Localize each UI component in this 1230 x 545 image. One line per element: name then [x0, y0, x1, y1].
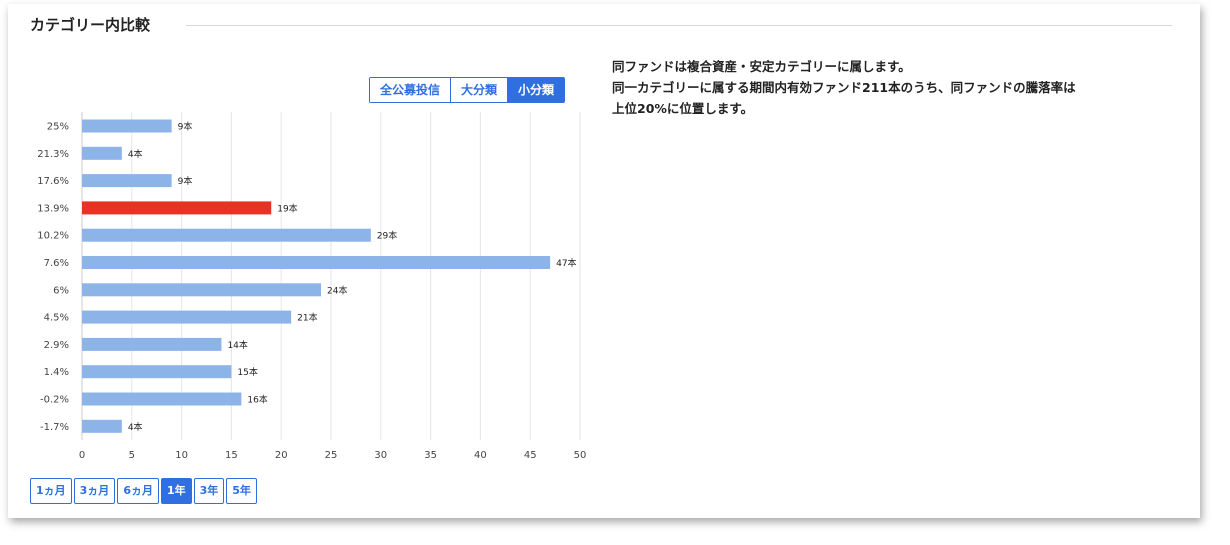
description-line-2: 同一カテゴリーに属する期間内有効ファンド211本のうち、同ファンドの騰落率は: [612, 80, 1076, 95]
data-label: 21本: [297, 312, 317, 324]
x-tick-label: 15: [225, 450, 238, 461]
y-tick-label: -1.7%: [40, 422, 69, 433]
y-tick-label: -0.2%: [40, 395, 69, 406]
x-tick-label: 10: [175, 450, 188, 461]
bar: [82, 228, 371, 242]
bar: [82, 174, 172, 188]
data-label: 4本: [128, 421, 143, 433]
bar-highlight: [82, 201, 272, 215]
bar: [82, 119, 172, 133]
y-tick-label: 4.5%: [44, 313, 69, 324]
period-5y-button[interactable]: 5年: [226, 478, 257, 504]
category-description: 同ファンドは複合資産・安定カテゴリーに属します。 同一カテゴリーに属する期間内有…: [612, 56, 1192, 119]
x-tick-label: 5: [129, 450, 135, 461]
bar: [82, 392, 242, 406]
x-tick-label: 40: [474, 450, 487, 461]
x-tick-label: 45: [524, 450, 537, 461]
data-label: 19本: [277, 202, 297, 214]
y-tick-label: 21.3%: [37, 149, 69, 160]
y-tick-label: 1.4%: [44, 367, 69, 378]
period-6m-button[interactable]: 6ヵ月: [117, 478, 159, 504]
y-tick-label: 7.6%: [44, 258, 69, 269]
bar: [82, 365, 232, 379]
x-tick-label: 0: [79, 450, 85, 461]
data-label: 15本: [237, 366, 257, 378]
x-tick-label: 30: [374, 450, 387, 461]
bar: [82, 146, 122, 160]
data-label: 47本: [556, 257, 576, 269]
y-tick-label: 6%: [53, 285, 69, 296]
data-label: 9本: [178, 121, 193, 133]
period-1y-button[interactable]: 1年: [160, 478, 192, 504]
all-funds-button[interactable]: 全公募投信: [370, 78, 451, 102]
y-tick-label: 17.6%: [37, 176, 69, 187]
data-label: 24本: [327, 284, 347, 296]
distribution-bar-chart: 0 5 10 15 20 25 30 35 40 45 50 25% 9本 21.3% 4本 17.6% 9本 1…: [37, 112, 587, 461]
x-tick-label: 25: [325, 450, 338, 461]
x-tick-label: 35: [424, 450, 437, 461]
data-label: 14本: [227, 339, 247, 351]
data-label: 4本: [128, 148, 143, 160]
period-toggle: 1ヵ月 3ヵ月 6ヵ月 1年 3年 5年: [30, 478, 257, 504]
minor-category-button[interactable]: 小分類: [507, 78, 565, 102]
data-label: 16本: [247, 394, 267, 406]
y-tick-label: 13.9%: [37, 203, 69, 214]
major-category-button[interactable]: 大分類: [450, 78, 508, 102]
title-divider: [186, 25, 1172, 26]
bar: [82, 283, 322, 297]
section-title: カテゴリー内比較: [30, 16, 151, 34]
description-line-3: 上位20%に位置します。: [612, 101, 754, 116]
bar: [82, 256, 551, 269]
y-tick-label: 10.2%: [37, 231, 69, 242]
data-label: 29本: [377, 230, 397, 242]
bar: [82, 310, 292, 324]
period-1m-button[interactable]: 1ヵ月: [30, 478, 72, 504]
bar: [82, 419, 122, 433]
x-tick-label: 50: [574, 450, 587, 461]
y-tick-label: 25%: [47, 122, 69, 133]
y-tick-label: 2.9%: [44, 340, 69, 351]
period-3y-button[interactable]: 3年: [193, 478, 225, 504]
bar: [82, 337, 222, 351]
category-toggle: 全公募投信 大分類 小分類: [369, 77, 566, 103]
description-line-1: 同ファンドは複合資産・安定カテゴリーに属します。: [612, 59, 911, 74]
x-tick-label: 20: [275, 450, 288, 461]
period-3m-button[interactable]: 3ヵ月: [73, 478, 116, 504]
data-label: 9本: [178, 175, 193, 187]
